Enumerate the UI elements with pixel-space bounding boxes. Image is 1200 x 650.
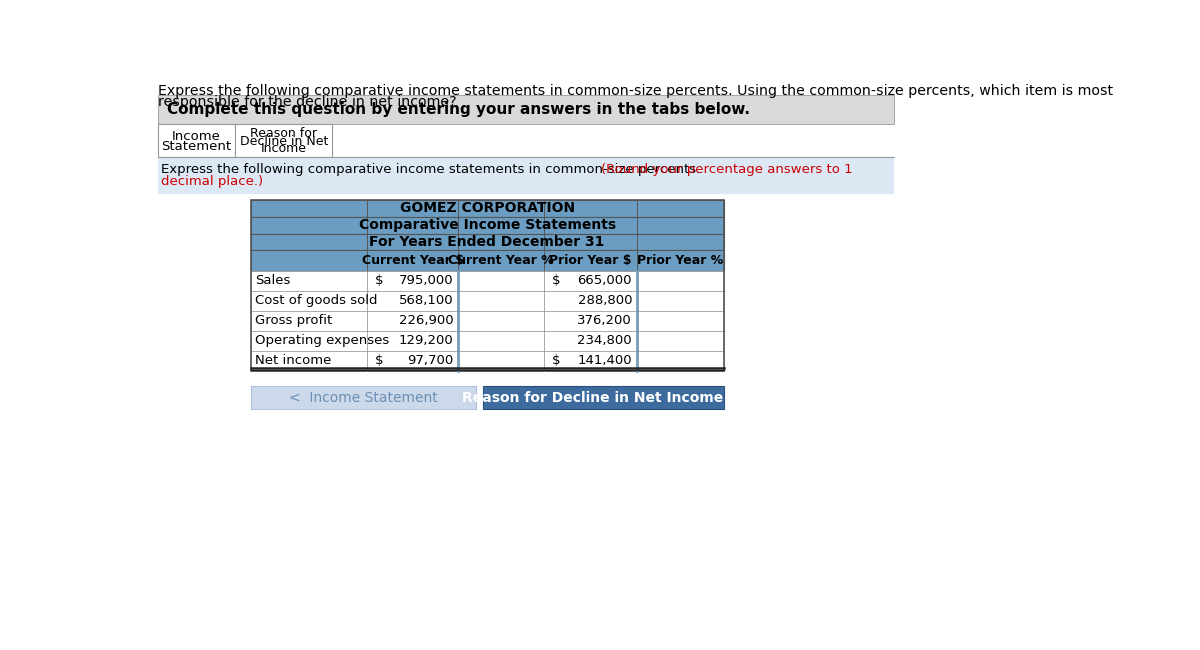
Text: Income: Income: [260, 142, 307, 155]
Text: Income: Income: [172, 130, 221, 143]
Text: 141,400: 141,400: [577, 354, 632, 367]
Text: Current Year $: Current Year $: [361, 254, 463, 267]
FancyBboxPatch shape: [251, 386, 475, 409]
Text: 226,900: 226,900: [400, 314, 454, 327]
Text: Reason for: Reason for: [250, 127, 317, 140]
Text: 288,800: 288,800: [577, 294, 632, 307]
Text: 234,800: 234,800: [577, 334, 632, 347]
FancyBboxPatch shape: [251, 233, 724, 250]
Text: Gross profit: Gross profit: [256, 314, 332, 327]
Text: 376,200: 376,200: [577, 314, 632, 327]
Text: Complete this question by entering your answers in the tabs below.: Complete this question by entering your …: [167, 102, 750, 117]
Text: (Round your percentage answers to 1: (Round your percentage answers to 1: [601, 162, 853, 176]
Text: Decline in Net: Decline in Net: [240, 135, 328, 148]
FancyBboxPatch shape: [157, 95, 894, 124]
FancyBboxPatch shape: [251, 331, 724, 350]
Text: Comparative Income Statements: Comparative Income Statements: [359, 218, 616, 232]
Text: $: $: [374, 354, 383, 367]
Text: Cost of goods sold: Cost of goods sold: [256, 294, 378, 307]
Text: $: $: [374, 274, 383, 287]
Text: responsible for the decline in net income?: responsible for the decline in net incom…: [157, 95, 456, 109]
Text: Reason for Decline in Net Income  >: Reason for Decline in Net Income >: [462, 391, 745, 404]
FancyBboxPatch shape: [251, 250, 724, 270]
Text: $: $: [552, 354, 560, 367]
Text: 665,000: 665,000: [577, 274, 632, 287]
Text: Sales: Sales: [256, 274, 290, 287]
Text: Prior Year $: Prior Year $: [548, 254, 631, 267]
Text: GOMEZ CORPORATION: GOMEZ CORPORATION: [400, 201, 575, 215]
Text: Statement: Statement: [162, 140, 232, 153]
Text: 129,200: 129,200: [400, 334, 454, 347]
Text: Express the following comparative income statements in common-size percents. Usi: Express the following comparative income…: [157, 84, 1112, 98]
Text: Operating expenses: Operating expenses: [256, 334, 390, 347]
Text: 568,100: 568,100: [400, 294, 454, 307]
FancyBboxPatch shape: [251, 350, 724, 370]
FancyBboxPatch shape: [251, 216, 724, 233]
Text: Express the following comparative income statements in common-size percents.: Express the following comparative income…: [161, 162, 704, 176]
Text: decimal place.): decimal place.): [161, 175, 263, 188]
FancyBboxPatch shape: [235, 124, 332, 157]
Text: 97,700: 97,700: [408, 354, 454, 367]
Text: Prior Year %: Prior Year %: [637, 254, 724, 267]
Text: $: $: [552, 274, 560, 287]
FancyBboxPatch shape: [484, 386, 724, 409]
Text: <  Income Statement: < Income Statement: [289, 391, 438, 404]
FancyBboxPatch shape: [157, 157, 894, 194]
FancyBboxPatch shape: [157, 124, 235, 157]
FancyBboxPatch shape: [251, 311, 724, 331]
Text: Net income: Net income: [256, 354, 331, 367]
FancyBboxPatch shape: [251, 291, 724, 311]
Text: For Years Ended December 31: For Years Ended December 31: [370, 235, 605, 249]
Text: Current Year %: Current Year %: [449, 254, 554, 267]
Text: 795,000: 795,000: [400, 274, 454, 287]
FancyBboxPatch shape: [251, 200, 724, 216]
FancyBboxPatch shape: [251, 270, 724, 291]
